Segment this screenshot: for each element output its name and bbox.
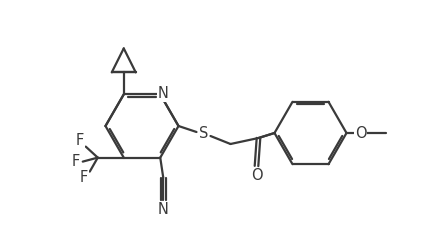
Text: N: N [158, 86, 169, 101]
Text: O: O [251, 169, 262, 184]
Text: F: F [76, 133, 84, 148]
Text: S: S [199, 126, 208, 141]
Text: F: F [72, 154, 80, 169]
Text: F: F [79, 170, 88, 185]
Text: O: O [355, 125, 366, 140]
Text: N: N [158, 202, 169, 217]
